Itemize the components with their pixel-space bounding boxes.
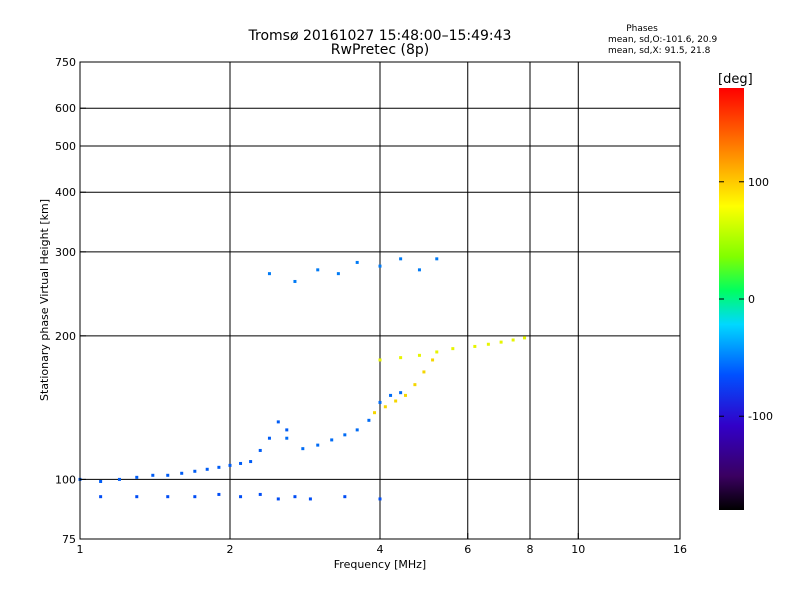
data-points <box>78 257 527 501</box>
data-point <box>308 497 312 501</box>
data-point <box>355 260 359 264</box>
y-tick-label: 200 <box>55 330 76 343</box>
chart-title: Tromsø 20161027 15:48:00–15:49:43 <box>248 28 512 44</box>
data-point <box>316 443 320 447</box>
data-point <box>383 405 387 409</box>
data-point <box>99 495 103 499</box>
data-point <box>135 495 139 499</box>
data-point <box>403 393 407 397</box>
x-tick-label: 2 <box>227 543 234 556</box>
data-point <box>499 340 503 344</box>
data-point <box>135 475 139 479</box>
data-point <box>435 257 439 261</box>
data-point <box>151 473 155 477</box>
data-point <box>166 473 170 477</box>
colorbar-tick-label: 100 <box>748 176 769 189</box>
data-point <box>293 279 297 283</box>
data-point <box>399 356 403 360</box>
data-point <box>394 399 398 403</box>
x-tick-label: 1 <box>77 543 84 556</box>
data-point <box>205 467 209 471</box>
stats-line-x: mean, sd,X: 91.5, 21.8 <box>608 46 711 56</box>
data-point <box>511 338 515 342</box>
x-tick-label: 6 <box>464 543 471 556</box>
data-point <box>473 344 477 348</box>
data-point <box>399 391 403 395</box>
y-tick-label: 75 <box>62 533 76 546</box>
data-point <box>435 350 439 354</box>
data-point <box>285 436 289 440</box>
x-tick-label: 4 <box>377 543 384 556</box>
data-point <box>180 471 184 475</box>
y-tick-label: 500 <box>55 140 76 153</box>
data-point <box>276 497 280 501</box>
data-point <box>285 428 289 432</box>
y-tick-label: 600 <box>55 102 76 115</box>
stats-line-o: mean, sd,O:-101.6, 20.9 <box>608 35 718 45</box>
data-point <box>166 495 170 499</box>
y-axis-label: Stationary phase Virtual Height [km] <box>38 199 51 401</box>
data-point <box>217 465 221 469</box>
data-point <box>413 383 417 387</box>
data-point <box>117 477 121 481</box>
y-tick-label: 300 <box>55 246 76 259</box>
data-point <box>330 438 334 442</box>
data-point <box>378 264 382 268</box>
x-tick-label: 10 <box>571 543 585 556</box>
data-point <box>258 492 262 496</box>
colorbar-tick-label: 0 <box>748 293 755 306</box>
data-point <box>316 268 320 272</box>
data-point <box>417 353 421 357</box>
data-point <box>336 272 340 276</box>
grid-lines <box>80 62 680 539</box>
data-point <box>399 257 403 261</box>
chart-subtitle: RwPretec (8p) <box>331 42 429 58</box>
y-tick-label: 750 <box>55 56 76 69</box>
data-point <box>267 272 271 276</box>
data-point <box>378 400 382 404</box>
data-point <box>389 393 393 397</box>
y-tick-label: 100 <box>55 473 76 486</box>
data-point <box>217 492 221 496</box>
data-point <box>193 495 197 499</box>
data-point <box>301 447 305 451</box>
data-point <box>228 463 232 467</box>
data-point <box>343 495 347 499</box>
x-axis-label: Frequency [MHz] <box>334 558 426 571</box>
stats-header: Phases <box>626 24 658 34</box>
data-point <box>378 358 382 362</box>
data-point <box>486 342 490 346</box>
data-point <box>249 460 253 464</box>
y-axis: 75 100 200 300 400 500 600 750 <box>55 56 86 546</box>
data-point <box>293 495 297 499</box>
colorbar-label: [deg] <box>718 72 753 87</box>
data-point <box>267 436 271 440</box>
data-point <box>373 411 377 415</box>
x-axis: 1 2 4 6 8 10 16 <box>77 533 687 556</box>
data-point <box>343 433 347 437</box>
data-point <box>239 495 243 499</box>
data-point <box>451 347 455 351</box>
data-point <box>193 469 197 473</box>
data-point <box>276 420 280 424</box>
data-point <box>523 336 527 340</box>
data-point <box>367 418 371 422</box>
data-point <box>239 461 243 465</box>
data-point <box>99 479 103 483</box>
colorbar-tick-label: -100 <box>748 410 773 423</box>
data-point <box>431 358 435 362</box>
y-tick-label: 400 <box>55 186 76 199</box>
data-point <box>417 268 421 272</box>
data-point <box>355 428 359 432</box>
data-point <box>422 370 426 374</box>
data-point <box>378 497 382 501</box>
x-tick-label: 16 <box>673 543 687 556</box>
colorbar-ticks: 100 0 -100 <box>719 176 773 423</box>
x-tick-label: 8 <box>527 543 534 556</box>
data-point <box>258 448 262 452</box>
